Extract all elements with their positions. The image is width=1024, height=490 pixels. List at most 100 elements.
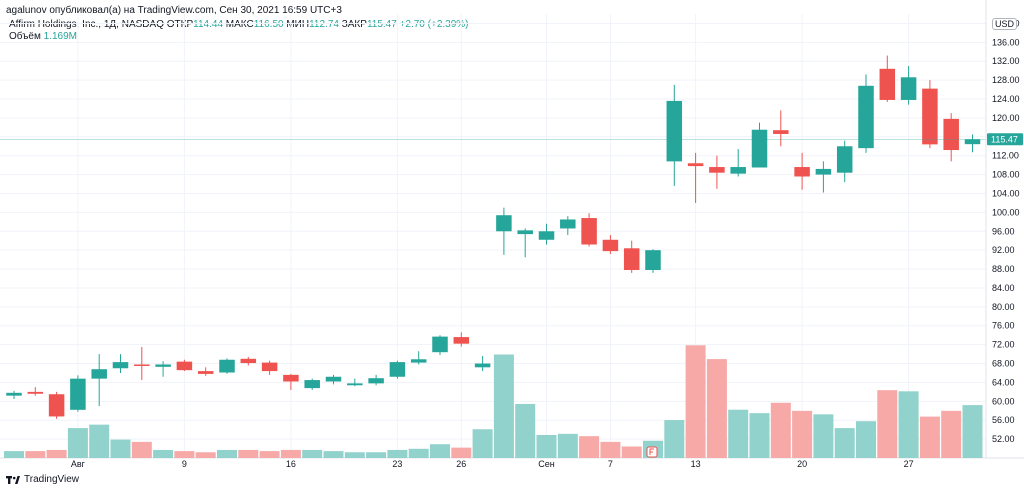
legend-close-value: 115.47 xyxy=(366,19,397,30)
volume-bar xyxy=(323,451,344,458)
volume-bar xyxy=(877,390,898,458)
candle-body xyxy=(687,163,704,167)
price-tick-label: 108.00 xyxy=(992,170,1020,180)
candle-body xyxy=(900,77,917,100)
volume-bar xyxy=(749,413,770,458)
candle-body xyxy=(645,250,661,271)
candle-body xyxy=(623,248,640,271)
candle-body xyxy=(602,239,619,252)
footer-brand-text: TradingView xyxy=(24,474,80,485)
legend-low-label: МИН xyxy=(286,19,310,30)
volume-bar xyxy=(89,424,110,458)
volume-bar xyxy=(792,410,813,458)
volume-bar xyxy=(898,391,919,458)
candle-body xyxy=(112,362,129,369)
volume-bar xyxy=(67,428,88,458)
candle-body xyxy=(730,167,746,174)
time-tick-label: 27 xyxy=(904,459,914,469)
candle-body xyxy=(517,230,533,235)
time-tick-label: 13 xyxy=(691,459,701,469)
volume-label: Объём xyxy=(9,31,41,42)
time-axis[interactable]: Авг 9 16 23 26 Сен 7 13 20 27 xyxy=(71,459,914,469)
candle-body xyxy=(389,362,406,377)
price-tick-label: 136.00 xyxy=(992,37,1020,47)
volume-bars xyxy=(4,345,983,458)
price-tick-label: 80.00 xyxy=(992,302,1015,312)
time-tick-label: 23 xyxy=(392,459,402,469)
candle-body xyxy=(836,146,853,173)
candle-body xyxy=(709,167,725,173)
price-tick-label: 88.00 xyxy=(992,264,1015,274)
candle-body xyxy=(879,68,896,100)
candle-body xyxy=(943,118,959,151)
footer-brand[interactable]: TradingView xyxy=(6,474,79,485)
last-price-badge-bg xyxy=(987,133,1023,146)
candles xyxy=(6,55,981,419)
candle-body xyxy=(410,359,427,363)
volume-bar xyxy=(195,452,216,458)
volume-bar xyxy=(941,410,962,458)
volume-bar xyxy=(451,447,472,458)
volume-bar xyxy=(131,441,152,458)
price-tick-label: 132.00 xyxy=(992,56,1020,66)
legend-high-value: 116.50 xyxy=(253,19,284,30)
candle-body xyxy=(134,364,150,366)
price-tick-label: 120.00 xyxy=(992,113,1020,123)
volume-bar xyxy=(664,420,685,458)
candle-body xyxy=(347,383,363,386)
time-tick-label: 9 xyxy=(182,459,187,469)
event-flag-icon[interactable] xyxy=(646,446,658,458)
candle-body xyxy=(219,359,235,373)
volume-bar xyxy=(387,449,408,458)
currency-badge[interactable]: USD xyxy=(992,18,1018,30)
candle-body xyxy=(176,361,193,371)
candle-body xyxy=(325,376,342,382)
volume-bar xyxy=(962,405,983,458)
candle-body xyxy=(474,363,491,368)
volume-bar xyxy=(579,436,600,458)
candle-body xyxy=(283,374,299,382)
volume-bar xyxy=(259,451,280,458)
candle-body xyxy=(560,219,576,229)
time-tick-label: Авг xyxy=(71,459,86,469)
volume-bar xyxy=(856,421,876,458)
price-tick-label: 76.00 xyxy=(992,321,1015,331)
candle-body xyxy=(6,392,22,396)
volume-bar xyxy=(813,414,834,458)
candle-body xyxy=(368,378,384,384)
candle-body xyxy=(581,218,597,245)
tradingview-logo-icon xyxy=(6,475,20,484)
legend-open-label: ОТКР xyxy=(166,19,194,30)
last-price-badge-text: 115.47 xyxy=(991,134,1018,144)
last-price-badge: 115.47 xyxy=(987,133,1023,146)
volume-bar xyxy=(25,451,46,458)
volume-bar xyxy=(706,359,727,458)
candle-body xyxy=(751,129,768,168)
price-tick-label: 52.00 xyxy=(992,434,1015,444)
legend-open-value: 114.44 xyxy=(193,19,223,30)
volume-bar xyxy=(621,446,642,458)
candle-body xyxy=(794,167,810,177)
event-flag-glyph xyxy=(649,448,654,455)
price-tick-label: 64.00 xyxy=(992,377,1015,387)
time-tick-label: 7 xyxy=(608,459,613,469)
volume-bar xyxy=(408,448,429,458)
price-tick-label: 56.00 xyxy=(992,415,1015,425)
candle-body xyxy=(773,130,789,134)
volume-bar xyxy=(280,449,301,458)
candle-body xyxy=(496,215,512,232)
volume-bar xyxy=(430,444,450,458)
price-tick-label: 60.00 xyxy=(992,396,1015,406)
candle-body xyxy=(240,358,257,364)
candle-body xyxy=(155,364,171,367)
price-axis[interactable]: 52.00 56.00 60.00 64.00 68.00 72.00 76.00 80.00… xyxy=(992,18,1020,444)
candle-body xyxy=(261,362,278,372)
volume-bar xyxy=(515,403,536,458)
volume-value: 1.169M xyxy=(43,31,78,42)
volume-bar xyxy=(834,428,855,458)
candle-body xyxy=(70,378,86,410)
price-tick-label: 104.00 xyxy=(992,188,1020,198)
volume-bar xyxy=(110,439,131,458)
price-tick-label: 72.00 xyxy=(992,340,1015,350)
